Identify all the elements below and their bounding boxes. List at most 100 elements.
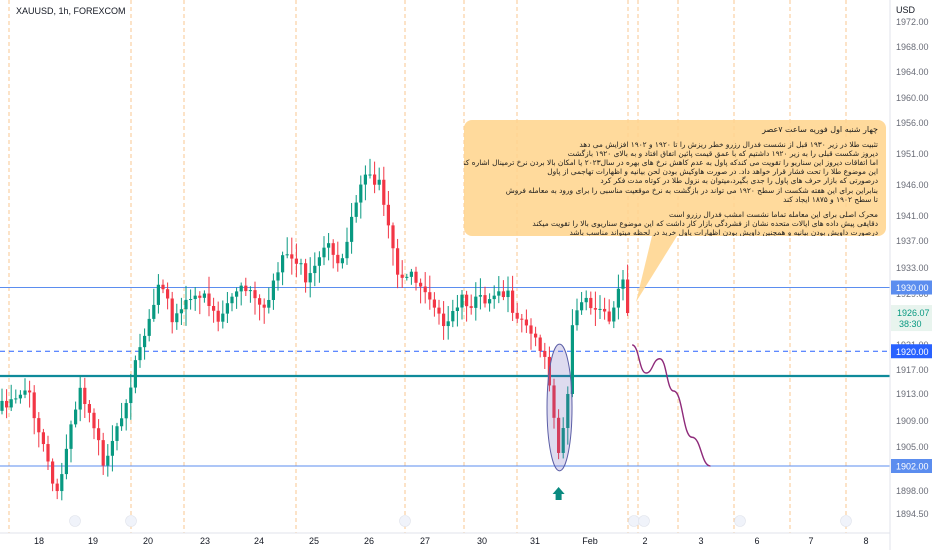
candle-body: [299, 263, 303, 265]
candle-body: [253, 290, 257, 299]
time-label: 8: [863, 536, 868, 546]
price-tick-label: 1905.00: [896, 442, 929, 452]
note-line: درصورت داویش بودن بیانیه و همچنین داویش …: [569, 227, 879, 236]
candle-body: [258, 298, 262, 305]
candle-body: [483, 295, 487, 304]
projection-path: [631, 344, 711, 467]
note-title: چهار شنبه اول فوریه ساعت ۷عصر: [762, 125, 878, 134]
candle-body: [55, 483, 59, 492]
candle-body: [313, 265, 317, 274]
candle-body: [538, 337, 542, 351]
currency-label: USD: [896, 5, 916, 15]
price-tick-label: 1972.00: [896, 17, 929, 27]
annotations: [546, 236, 711, 500]
candle-body: [276, 272, 280, 281]
candle-body: [460, 294, 464, 308]
candle-body: [534, 333, 538, 338]
session-marker: [69, 515, 81, 527]
candle-body: [419, 282, 423, 287]
candle-body: [386, 204, 390, 226]
candle-body: [616, 288, 620, 308]
time-label: 25: [309, 536, 319, 546]
candle-body: [584, 297, 588, 303]
candle-body: [41, 432, 45, 445]
price-tick-label: 1894.50: [896, 509, 929, 519]
analysis-note: چهار شنبه اول فوریه ساعت ۷عصر تثبیت طلا …: [464, 120, 886, 236]
note-line: محرک اصلی برای این معامله تماما نشست امش…: [668, 209, 878, 219]
candle-body: [405, 276, 409, 278]
candle-body: [474, 296, 478, 308]
time-label: 26: [364, 536, 374, 546]
candle-body: [373, 174, 377, 185]
session-marker: [628, 515, 640, 527]
candle-body: [239, 285, 243, 292]
candle-body: [561, 428, 565, 453]
candle-body: [354, 202, 358, 217]
price-tick-label: 1933.00: [896, 263, 929, 273]
candle-body: [363, 174, 367, 185]
candle-body: [589, 297, 593, 309]
day-separators: [8, 0, 852, 533]
price-level-badge: [891, 280, 932, 295]
candle-body: [5, 400, 9, 408]
session-marker: [638, 515, 650, 527]
candle-body: [497, 291, 501, 296]
price-axis[interactable]: [889, 0, 932, 550]
time-label: 3: [698, 536, 703, 546]
candle-body: [202, 293, 206, 298]
time-label: 20: [143, 536, 153, 546]
candle-body: [501, 291, 505, 298]
candle-body: [566, 393, 570, 429]
candle-body: [115, 426, 119, 441]
candle-body: [262, 304, 266, 308]
candle-body: [83, 387, 87, 405]
candle-body: [46, 444, 50, 462]
candle-body: [175, 313, 179, 323]
time-axis[interactable]: 18 19 20 23 24 25 26 27 30 31 Feb 2 3 6 7 8: [0, 532, 890, 546]
bar-countdown: 38:30: [899, 319, 922, 329]
last-price-text: 1926.07: [897, 308, 930, 318]
session-marker: [125, 515, 137, 527]
time-label: 18: [34, 536, 44, 546]
price-tick-label: 1956.00: [896, 118, 929, 128]
candle-body: [396, 248, 400, 275]
candle-body: [308, 273, 312, 283]
candle-body: [207, 293, 211, 307]
candle-body: [317, 257, 321, 266]
time-label: 19: [88, 536, 98, 546]
candle-body: [101, 440, 105, 466]
candle-body: [189, 299, 193, 301]
candle-body: [529, 325, 533, 334]
candle-body: [455, 307, 459, 312]
candle-body: [216, 310, 220, 322]
candle-body: [446, 321, 450, 327]
price-tick-label: 1941.00: [896, 211, 929, 221]
candle-body: [350, 216, 354, 242]
note-line: تثبیت طلا در زیر ۱۹۳۰ قبل از نشست فدرال …: [579, 140, 878, 150]
price-level-badge: [891, 344, 932, 359]
candle-body: [391, 225, 395, 249]
candle-body: [235, 291, 239, 297]
candle-body: [492, 295, 496, 300]
candle-body: [488, 299, 492, 304]
last-price-badge: [891, 305, 932, 332]
candle-body: [60, 474, 64, 492]
candle-body: [478, 295, 482, 297]
candle-body: [626, 279, 630, 314]
candle-body: [400, 274, 404, 278]
candle-body: [575, 310, 579, 326]
time-label: 7: [808, 536, 813, 546]
candle-body: [129, 387, 133, 404]
price-tick-label: 1909.00: [896, 416, 929, 426]
candle-body: [557, 417, 561, 453]
candle-body: [607, 311, 611, 322]
time-label: 2: [642, 536, 647, 546]
candle-body: [74, 409, 78, 425]
price-tick-label: 1937.00: [896, 236, 929, 246]
price-tick-label: 1951.00: [896, 149, 929, 159]
candle-body: [621, 279, 625, 289]
session-marker: [840, 515, 852, 527]
session-marker: [734, 515, 746, 527]
note-line: دیروز شکست قبلی را به زیر ۱۹۲۰ داشتیم که…: [567, 149, 878, 159]
